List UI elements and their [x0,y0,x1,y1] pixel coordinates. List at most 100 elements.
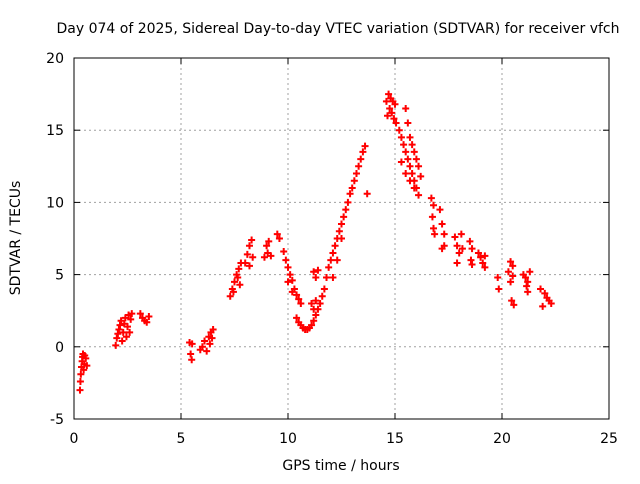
x-tick-label: 10 [279,431,297,447]
data-point [361,142,369,150]
data-point [136,310,144,318]
data-point [468,245,476,253]
data-point [455,249,463,257]
data-point [468,260,476,268]
data-point [430,224,438,232]
data-point [263,242,271,250]
data-point [83,362,91,370]
data-point [395,126,403,134]
data-point [201,337,209,345]
data-point [265,237,273,245]
data-point [245,262,253,270]
data-point [234,273,242,281]
data-point [467,256,475,264]
data-point [331,242,339,250]
data-point [350,177,358,185]
data-point [209,325,217,333]
data-point [248,236,256,244]
data-point [288,288,296,296]
y-tick-label: 5 [55,268,64,284]
data-point [466,237,474,245]
data-point [415,162,423,170]
x-tick-label: 0 [70,431,79,447]
data-point [316,299,324,307]
data-point [335,227,343,235]
data-point [524,288,532,296]
data-point [526,268,534,276]
data-point [430,201,438,209]
y-tick-label: 0 [55,340,64,356]
x-tick-label: 15 [386,431,404,447]
data-point [145,312,153,320]
data-point [458,245,466,253]
data-point [126,328,134,336]
data-point [267,252,275,260]
data-point [522,273,530,281]
data-point [323,273,331,281]
data-point [310,305,318,313]
data-point [312,311,320,319]
data-point [340,213,348,221]
data-point [404,119,412,127]
data-point [481,252,489,260]
data-point [280,247,288,255]
data-point [352,170,360,178]
data-point [438,220,446,228]
data-point [547,299,555,307]
data-point [357,155,365,163]
data-point [541,289,549,297]
data-point [318,292,326,300]
data-point [249,253,257,261]
x-tick-label: 5 [177,431,186,447]
data-point [286,271,294,279]
data-point [406,133,414,141]
y-tick-label: 10 [46,195,64,211]
data-point [128,310,136,318]
y-axis-label: SDTVAR / TECUs [8,181,24,296]
data-point [408,170,416,178]
data-point [431,230,439,238]
data-point [427,194,435,202]
data-point [308,299,316,307]
data-point [479,259,487,267]
data-point [325,263,333,271]
data-point [143,318,151,326]
data-point [243,250,251,258]
data-point [329,249,337,257]
data-point [310,317,318,325]
data-point [453,242,461,250]
data-point [524,278,532,286]
data-point [118,337,126,345]
data-point [241,259,249,267]
data-point [203,347,211,355]
data-point [116,321,124,329]
data-point [440,230,448,238]
data-point [417,172,425,180]
x-tick-label: 25 [600,431,618,447]
data-point [115,325,123,333]
data-point [388,109,396,117]
data-point [438,245,446,253]
data-point [508,297,516,305]
data-point [312,297,320,305]
data-point [390,115,398,123]
data-point [127,315,135,323]
data-point [406,177,414,185]
data-point [408,141,416,149]
data-point [329,273,337,281]
axis-ticks: 0 5 10 15 20 25 -5 0 5 10 15 20 [46,51,618,447]
data-point [77,370,85,378]
data-point [382,97,390,105]
data-point [510,301,518,309]
data-point [338,220,345,228]
data-point [477,253,485,261]
data-point [114,330,122,338]
data-point [412,155,420,163]
plot-frame [73,57,610,420]
data-point [451,233,459,241]
data-point [333,256,341,264]
data-point [327,256,335,264]
data-point [122,333,130,341]
